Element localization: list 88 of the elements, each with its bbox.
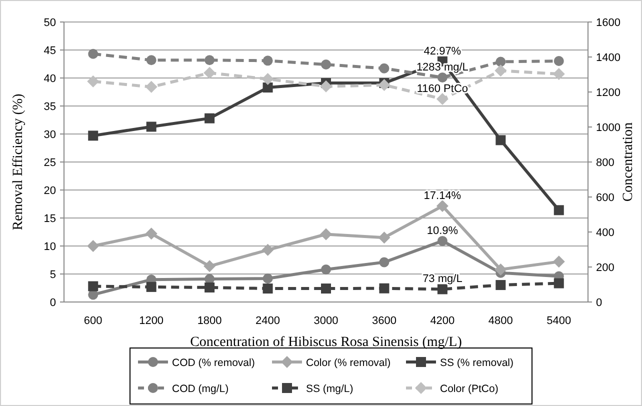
legend-label: SS (% removal) <box>440 357 514 369</box>
annotation: 73 mg/L <box>422 273 462 286</box>
y2-tick-label: 0 <box>596 297 602 309</box>
y-tick-label: 15 <box>44 213 56 225</box>
point <box>321 60 331 70</box>
x-tick-label: 600 <box>84 315 102 327</box>
y-tick-label: 0 <box>50 297 56 309</box>
point <box>262 82 273 93</box>
point <box>554 205 564 216</box>
x-tick-label: 4200 <box>430 315 455 327</box>
legend-label: Color (PtCo) <box>440 383 498 395</box>
point <box>204 55 215 66</box>
legend-label: COD (mg/L) <box>172 383 229 395</box>
point <box>494 264 507 276</box>
y-tick-label: 30 <box>44 129 56 141</box>
point <box>436 93 448 105</box>
y-tick-label: 5 <box>50 269 56 281</box>
y2-tick-label: 600 <box>596 192 614 204</box>
point <box>204 66 216 79</box>
point <box>146 55 156 66</box>
y-tick-label: 40 <box>44 73 56 85</box>
point <box>320 80 332 92</box>
point <box>496 135 506 146</box>
point <box>437 72 448 82</box>
point <box>379 257 390 268</box>
y-axis-title: Removal Efficiency (%) <box>11 93 26 230</box>
legend-label: SS (mg/L) <box>306 383 354 395</box>
point <box>87 75 100 88</box>
y2-tick-label: 1200 <box>596 87 620 99</box>
point <box>436 200 448 212</box>
point <box>145 80 158 93</box>
y2-axis-title: Concentration <box>621 122 636 202</box>
point <box>378 232 390 244</box>
x-tick-label: 3000 <box>314 315 338 327</box>
x-tick-label: 1200 <box>139 315 164 327</box>
point <box>554 56 564 66</box>
point <box>145 228 158 240</box>
point <box>146 282 156 292</box>
y2-tick-label: 1400 <box>596 52 620 64</box>
y-tick-label: 50 <box>44 17 56 29</box>
point <box>379 63 390 74</box>
y-tick-label: 35 <box>44 101 56 113</box>
y2-tick-label: 1000 <box>596 122 620 134</box>
point <box>262 73 274 86</box>
point <box>496 56 506 67</box>
point <box>262 56 273 66</box>
point <box>87 240 100 252</box>
point <box>204 260 216 272</box>
y2-tick-label: 800 <box>596 157 614 169</box>
point <box>378 79 390 91</box>
x-tick-label: 1800 <box>197 315 222 327</box>
y-tick-label: 20 <box>44 185 56 197</box>
y-tick-label: 10 <box>44 241 56 253</box>
point <box>262 284 273 294</box>
point <box>262 244 274 256</box>
legend-label: COD (% removal) <box>172 357 255 369</box>
point <box>321 264 331 275</box>
point <box>204 282 215 292</box>
point <box>204 113 215 124</box>
y2-tick-label: 1600 <box>596 17 620 29</box>
x-tick-label: 3600 <box>372 315 396 327</box>
point <box>379 283 390 294</box>
y-tick-label: 25 <box>44 157 56 169</box>
y-tick-label: 45 <box>44 45 56 57</box>
x-tick-label: 5400 <box>546 315 572 327</box>
point <box>554 278 564 288</box>
y2-tick-label: 200 <box>596 262 614 274</box>
annotation: 17.14% <box>424 190 462 202</box>
point <box>88 281 98 292</box>
point <box>262 273 273 284</box>
point <box>552 68 565 80</box>
x-tick-label: 2400 <box>256 315 280 327</box>
point <box>494 64 507 77</box>
point <box>437 284 448 294</box>
point <box>320 228 332 240</box>
point <box>496 280 506 290</box>
y2-tick-label: 400 <box>596 227 614 239</box>
point <box>552 256 565 268</box>
x-axis-title: Concentration of Hibiscus Rosa Sinensis (mg/L) <box>190 335 462 350</box>
point <box>146 122 156 132</box>
point <box>437 236 448 246</box>
annotation: 10.9% <box>426 224 458 237</box>
legend-label: Color (% removal) <box>306 357 391 369</box>
point <box>321 284 331 294</box>
x-tick-label: 4800 <box>488 315 513 327</box>
annotation: 42.97% <box>424 45 462 58</box>
point <box>88 48 98 59</box>
point <box>88 130 98 141</box>
